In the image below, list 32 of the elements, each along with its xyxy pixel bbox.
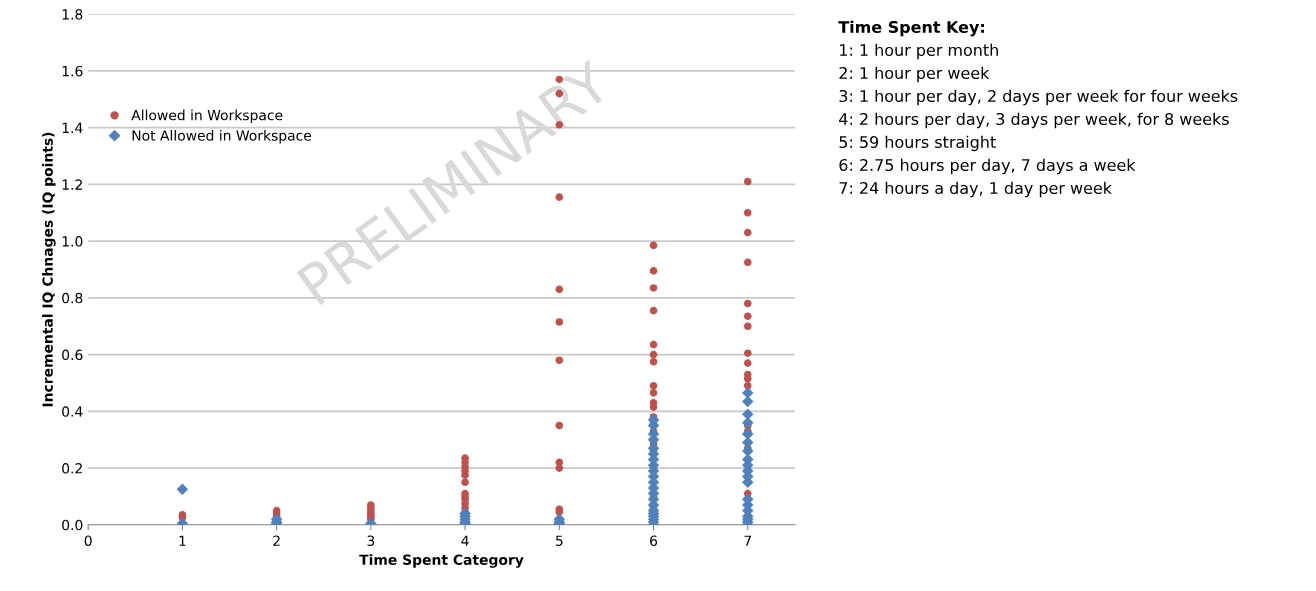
y-tick-label: 0.6 — [62, 349, 83, 361]
y-tick-label: 0.2 — [62, 463, 82, 474]
text: 2: 1 hour per week — [839, 66, 990, 83]
x-tick-label: 0 — [84, 535, 92, 546]
x-tick-label: 6 — [650, 535, 658, 546]
point — [176, 483, 189, 496]
x-tick-label: 7 — [744, 535, 751, 546]
point — [742, 445, 754, 457]
legend-label: Allowed in Workspace — [131, 109, 283, 124]
text: 4: 2 hours per day, 3 days per week, for 8 weeks — [839, 112, 1229, 129]
point — [742, 408, 754, 420]
y-tick-label: 1.2 — [62, 179, 82, 190]
x-tick-label: 2 — [273, 535, 280, 546]
text: Time Spent Key: — [838, 20, 984, 37]
x-tick-label: 1 — [179, 535, 186, 546]
y-tick-label: 1.6 — [62, 65, 83, 77]
y-tick-label: 0.0 — [62, 519, 83, 531]
text: 7: 24 hours a day, 1 day per week — [839, 181, 1112, 198]
y-axis-title: Incremental IQ Chnages (IQ points) — [42, 132, 56, 407]
y-tick-label: 0.8 — [62, 292, 83, 304]
y-tick-label: 1.4 — [62, 122, 83, 133]
text: 5: 59 hours straight — [839, 135, 996, 152]
x-tick-label: 5 — [555, 535, 563, 546]
text: 3: 1 hour per day, 2 days per week for four weeks — [839, 89, 1238, 106]
text: 6: 2.75 hours per day, 7 days a week — [839, 158, 1136, 175]
x-tick-label: 3 — [367, 535, 375, 546]
text: 1: 1 hour per month — [840, 43, 998, 60]
y-tick-label: 0.4 — [62, 406, 83, 417]
x-axis-title: Time Spent Category — [359, 554, 524, 568]
y-tick-label: 1.0 — [62, 236, 83, 247]
x-tick-label: 4 — [461, 535, 469, 546]
y-tick-label: 1.8 — [62, 9, 83, 20]
